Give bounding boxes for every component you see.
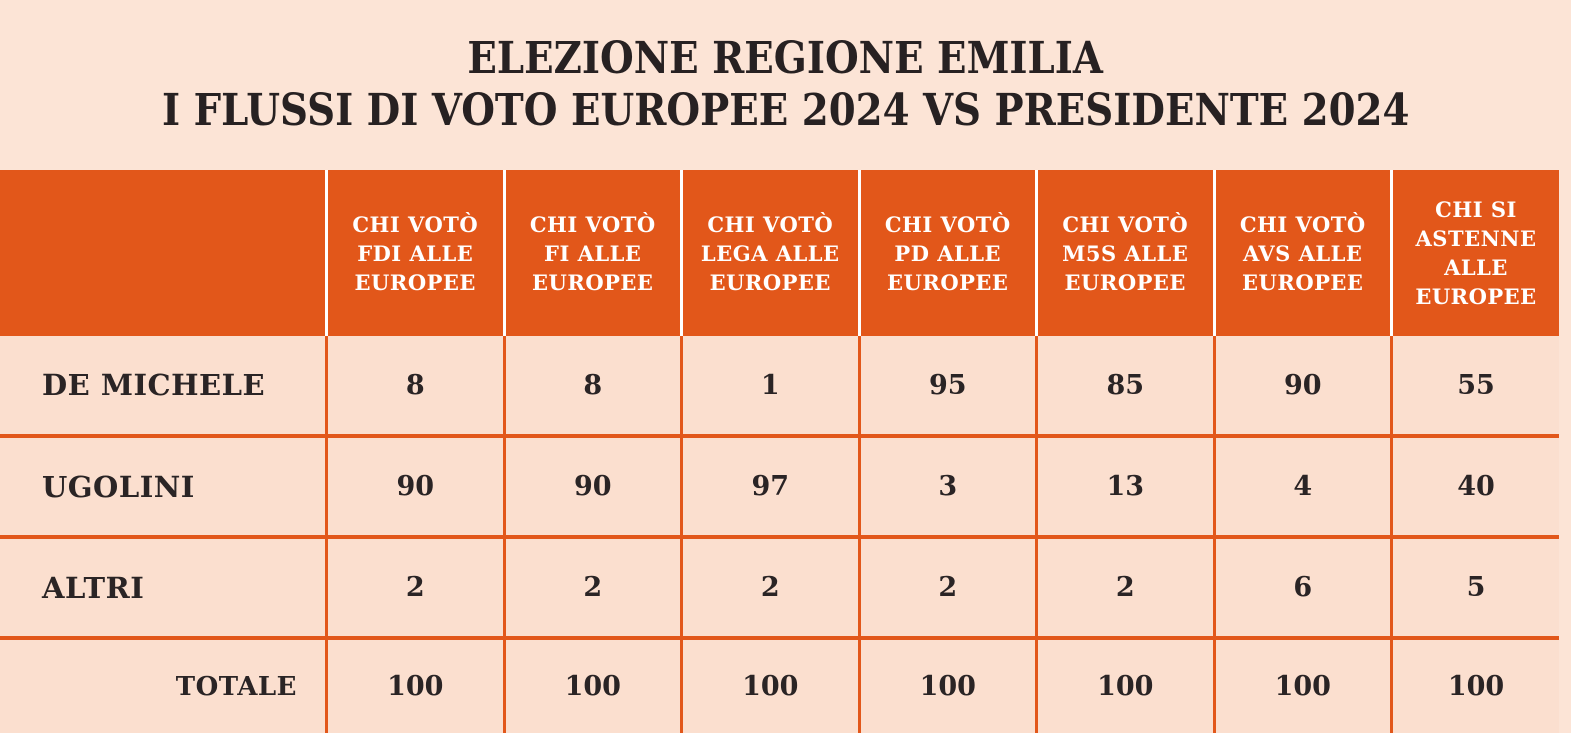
value-cell: 5 bbox=[1390, 535, 1559, 636]
title-block: ELEZIONE REGIONE EMILIA I FLUSSI DI VOTO… bbox=[0, 0, 1571, 170]
column-header-astenuti: CHI SI ASTENNE ALLE EUROPEE bbox=[1390, 170, 1559, 336]
value-cell: 1 bbox=[680, 336, 858, 434]
column-header-fi: CHI VOTÒ FI ALLE EUROPEE bbox=[502, 170, 680, 336]
value-cell: 8 bbox=[325, 336, 503, 434]
value-cell: 100 bbox=[857, 636, 1035, 733]
value-cell: 2 bbox=[502, 535, 680, 636]
column-header-avs: CHI VOTÒ AVS ALLE EUROPEE bbox=[1212, 170, 1390, 336]
value-cell: 40 bbox=[1390, 434, 1559, 535]
page-title: ELEZIONE REGIONE EMILIA bbox=[467, 33, 1104, 84]
value-cell: 100 bbox=[1212, 636, 1390, 733]
value-cell: 4 bbox=[1212, 434, 1390, 535]
value-cell: 100 bbox=[680, 636, 858, 733]
value-cell: 100 bbox=[502, 636, 680, 733]
column-header-fdi: CHI VOTÒ FDI ALLE EUROPEE bbox=[325, 170, 503, 336]
value-cell: 2 bbox=[325, 535, 503, 636]
row-label-totale: TOTALE bbox=[0, 636, 325, 733]
value-cell: 8 bbox=[502, 336, 680, 434]
value-cell: 90 bbox=[1212, 336, 1390, 434]
value-cell: 100 bbox=[325, 636, 503, 733]
column-header-m5s: CHI VOTÒ M5S ALLE EUROPEE bbox=[1035, 170, 1213, 336]
value-cell: 100 bbox=[1035, 636, 1213, 733]
value-cell: 6 bbox=[1212, 535, 1390, 636]
column-header-lega: CHI VOTÒ LEGA ALLE EUROPEE bbox=[680, 170, 858, 336]
value-cell: 90 bbox=[325, 434, 503, 535]
vote-flow-table: CHI VOTÒ FDI ALLE EUROPEE CHI VOTÒ FI AL… bbox=[0, 170, 1559, 733]
value-cell: 100 bbox=[1390, 636, 1559, 733]
column-header-pd: CHI VOTÒ PD ALLE EUROPEE bbox=[857, 170, 1035, 336]
value-cell: 97 bbox=[680, 434, 858, 535]
value-cell: 95 bbox=[857, 336, 1035, 434]
page-subtitle: I FLUSSI DI VOTO EUROPEE 2024 VS PRESIDE… bbox=[161, 85, 1410, 136]
value-cell: 2 bbox=[1035, 535, 1213, 636]
row-label-ugolini: UGOLINI bbox=[0, 434, 325, 535]
row-label-altri: ALTRI bbox=[0, 535, 325, 636]
value-cell: 90 bbox=[502, 434, 680, 535]
header-corner-cell bbox=[0, 170, 325, 336]
value-cell: 2 bbox=[857, 535, 1035, 636]
value-cell: 85 bbox=[1035, 336, 1213, 434]
value-cell: 55 bbox=[1390, 336, 1559, 434]
row-label-de-michele: DE MICHELE bbox=[0, 336, 325, 434]
value-cell: 2 bbox=[680, 535, 858, 636]
value-cell: 3 bbox=[857, 434, 1035, 535]
value-cell: 13 bbox=[1035, 434, 1213, 535]
